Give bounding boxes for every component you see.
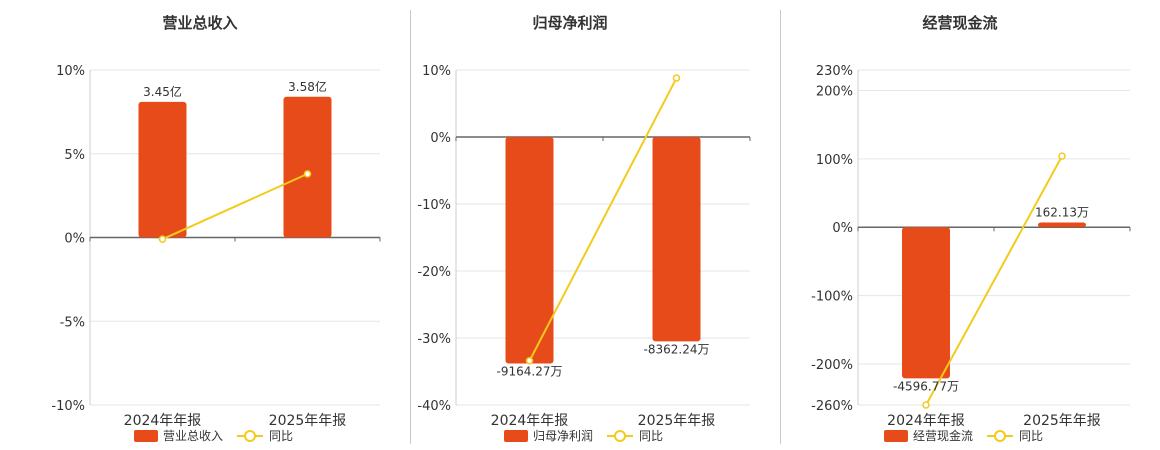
panel-divider bbox=[780, 10, 781, 444]
bar bbox=[652, 137, 701, 342]
data-label: 3.58亿 bbox=[288, 79, 327, 94]
legend-bar-label: 归母净利润 bbox=[533, 429, 593, 443]
chart-title: 营业总收入 bbox=[162, 14, 238, 32]
yoy-point bbox=[672, 74, 681, 82]
y-tick-label: 0% bbox=[832, 221, 853, 236]
data-label: 3.45亿 bbox=[143, 84, 182, 99]
x-tick-label: 2025年年报 bbox=[638, 413, 716, 429]
bar bbox=[138, 101, 187, 238]
y-tick-label: -260% bbox=[811, 399, 853, 414]
chart-title: 归母净利润 bbox=[532, 14, 608, 32]
legend-line-marker bbox=[244, 430, 256, 442]
legend-bar-label: 经营现金流 bbox=[913, 428, 973, 443]
chart-revenue: 营业总收入 10% 5% 0% -5% -10% 3.45亿 3.58亿 2024年年报 202… bbox=[0, 0, 400, 450]
x-tick-label: 2024年年报 bbox=[124, 413, 202, 429]
chart-operating-cashflow: 经营现金流 230% 200% 100% 0% -100% -200% -260% -4596… bbox=[760, 0, 1160, 450]
legend-bar-swatch bbox=[134, 430, 158, 442]
x-tick-label: 2024年年报 bbox=[887, 413, 965, 429]
yoy-point bbox=[303, 170, 312, 178]
y-tick-label: -10% bbox=[51, 399, 85, 414]
legend-line-label: 同比 bbox=[639, 429, 663, 443]
chart-operating-cashflow-plot: 230% 200% 100% 0% -100% -200% -260% -4596.77万 16… bbox=[811, 64, 1131, 443]
bar bbox=[902, 227, 950, 379]
y-tick-label: -100% bbox=[811, 290, 853, 305]
chart-net-profit: 归母净利润 10% 0% -10% -20% -30% -40% -9164.27万 -836… bbox=[370, 0, 770, 450]
y-tick-label: 100% bbox=[816, 153, 853, 168]
yoy-line bbox=[162, 172, 308, 241]
y-tick-label: 200% bbox=[816, 85, 853, 100]
yoy-line bbox=[528, 77, 678, 362]
chart-net-profit-plot: 10% 0% -10% -20% -30% -40% -9164.27万 -8362.24万 2… bbox=[417, 64, 751, 443]
y-tick-label: -30% bbox=[417, 332, 451, 347]
legend-bar-swatch bbox=[884, 430, 908, 442]
y-tick-label: 10% bbox=[56, 64, 85, 79]
legend-bar-label: 营业总收入 bbox=[163, 429, 223, 443]
data-label: -9164.27万 bbox=[497, 364, 563, 378]
data-label: -4596.77万 bbox=[893, 379, 959, 393]
yoy-point bbox=[922, 401, 930, 409]
legend-line-label: 同比 bbox=[269, 429, 293, 443]
yoy-line bbox=[925, 155, 1063, 406]
y-tick-label: 0% bbox=[430, 131, 451, 146]
chart-title: 经营现金流 bbox=[922, 14, 998, 32]
y-tick-label: 0% bbox=[64, 232, 85, 247]
bar bbox=[283, 96, 332, 238]
panel-divider bbox=[410, 10, 411, 444]
yoy-point bbox=[158, 235, 167, 243]
legend-line-marker bbox=[614, 430, 626, 442]
chart-revenue-plot: 10% 5% 0% -5% -10% 3.45亿 3.58亿 2024年年报 2025年年报营业… bbox=[51, 64, 381, 443]
y-tick-label: 10% bbox=[422, 64, 451, 79]
y-tick-label: 5% bbox=[64, 148, 85, 163]
y-tick-label: 230% bbox=[816, 64, 853, 79]
x-tick-label: 2025年年报 bbox=[1023, 413, 1101, 429]
y-tick-label: -20% bbox=[417, 265, 451, 280]
yoy-point bbox=[525, 357, 534, 365]
legend-line-marker bbox=[994, 430, 1006, 442]
y-tick-label: -5% bbox=[60, 315, 85, 330]
x-tick-label: 2025年年报 bbox=[269, 413, 347, 429]
legend-bar-swatch bbox=[504, 430, 528, 442]
data-label: 162.13万 bbox=[1035, 205, 1089, 219]
x-tick-label: 2024年年报 bbox=[491, 413, 569, 429]
bar bbox=[505, 137, 554, 364]
y-tick-label: -40% bbox=[417, 399, 451, 414]
bar bbox=[1038, 222, 1086, 228]
y-tick-label: -200% bbox=[811, 358, 853, 373]
legend-line-label: 同比 bbox=[1019, 429, 1043, 443]
y-tick-label: -10% bbox=[417, 198, 451, 213]
data-label: -8362.24万 bbox=[644, 342, 710, 356]
yoy-point bbox=[1058, 152, 1066, 160]
